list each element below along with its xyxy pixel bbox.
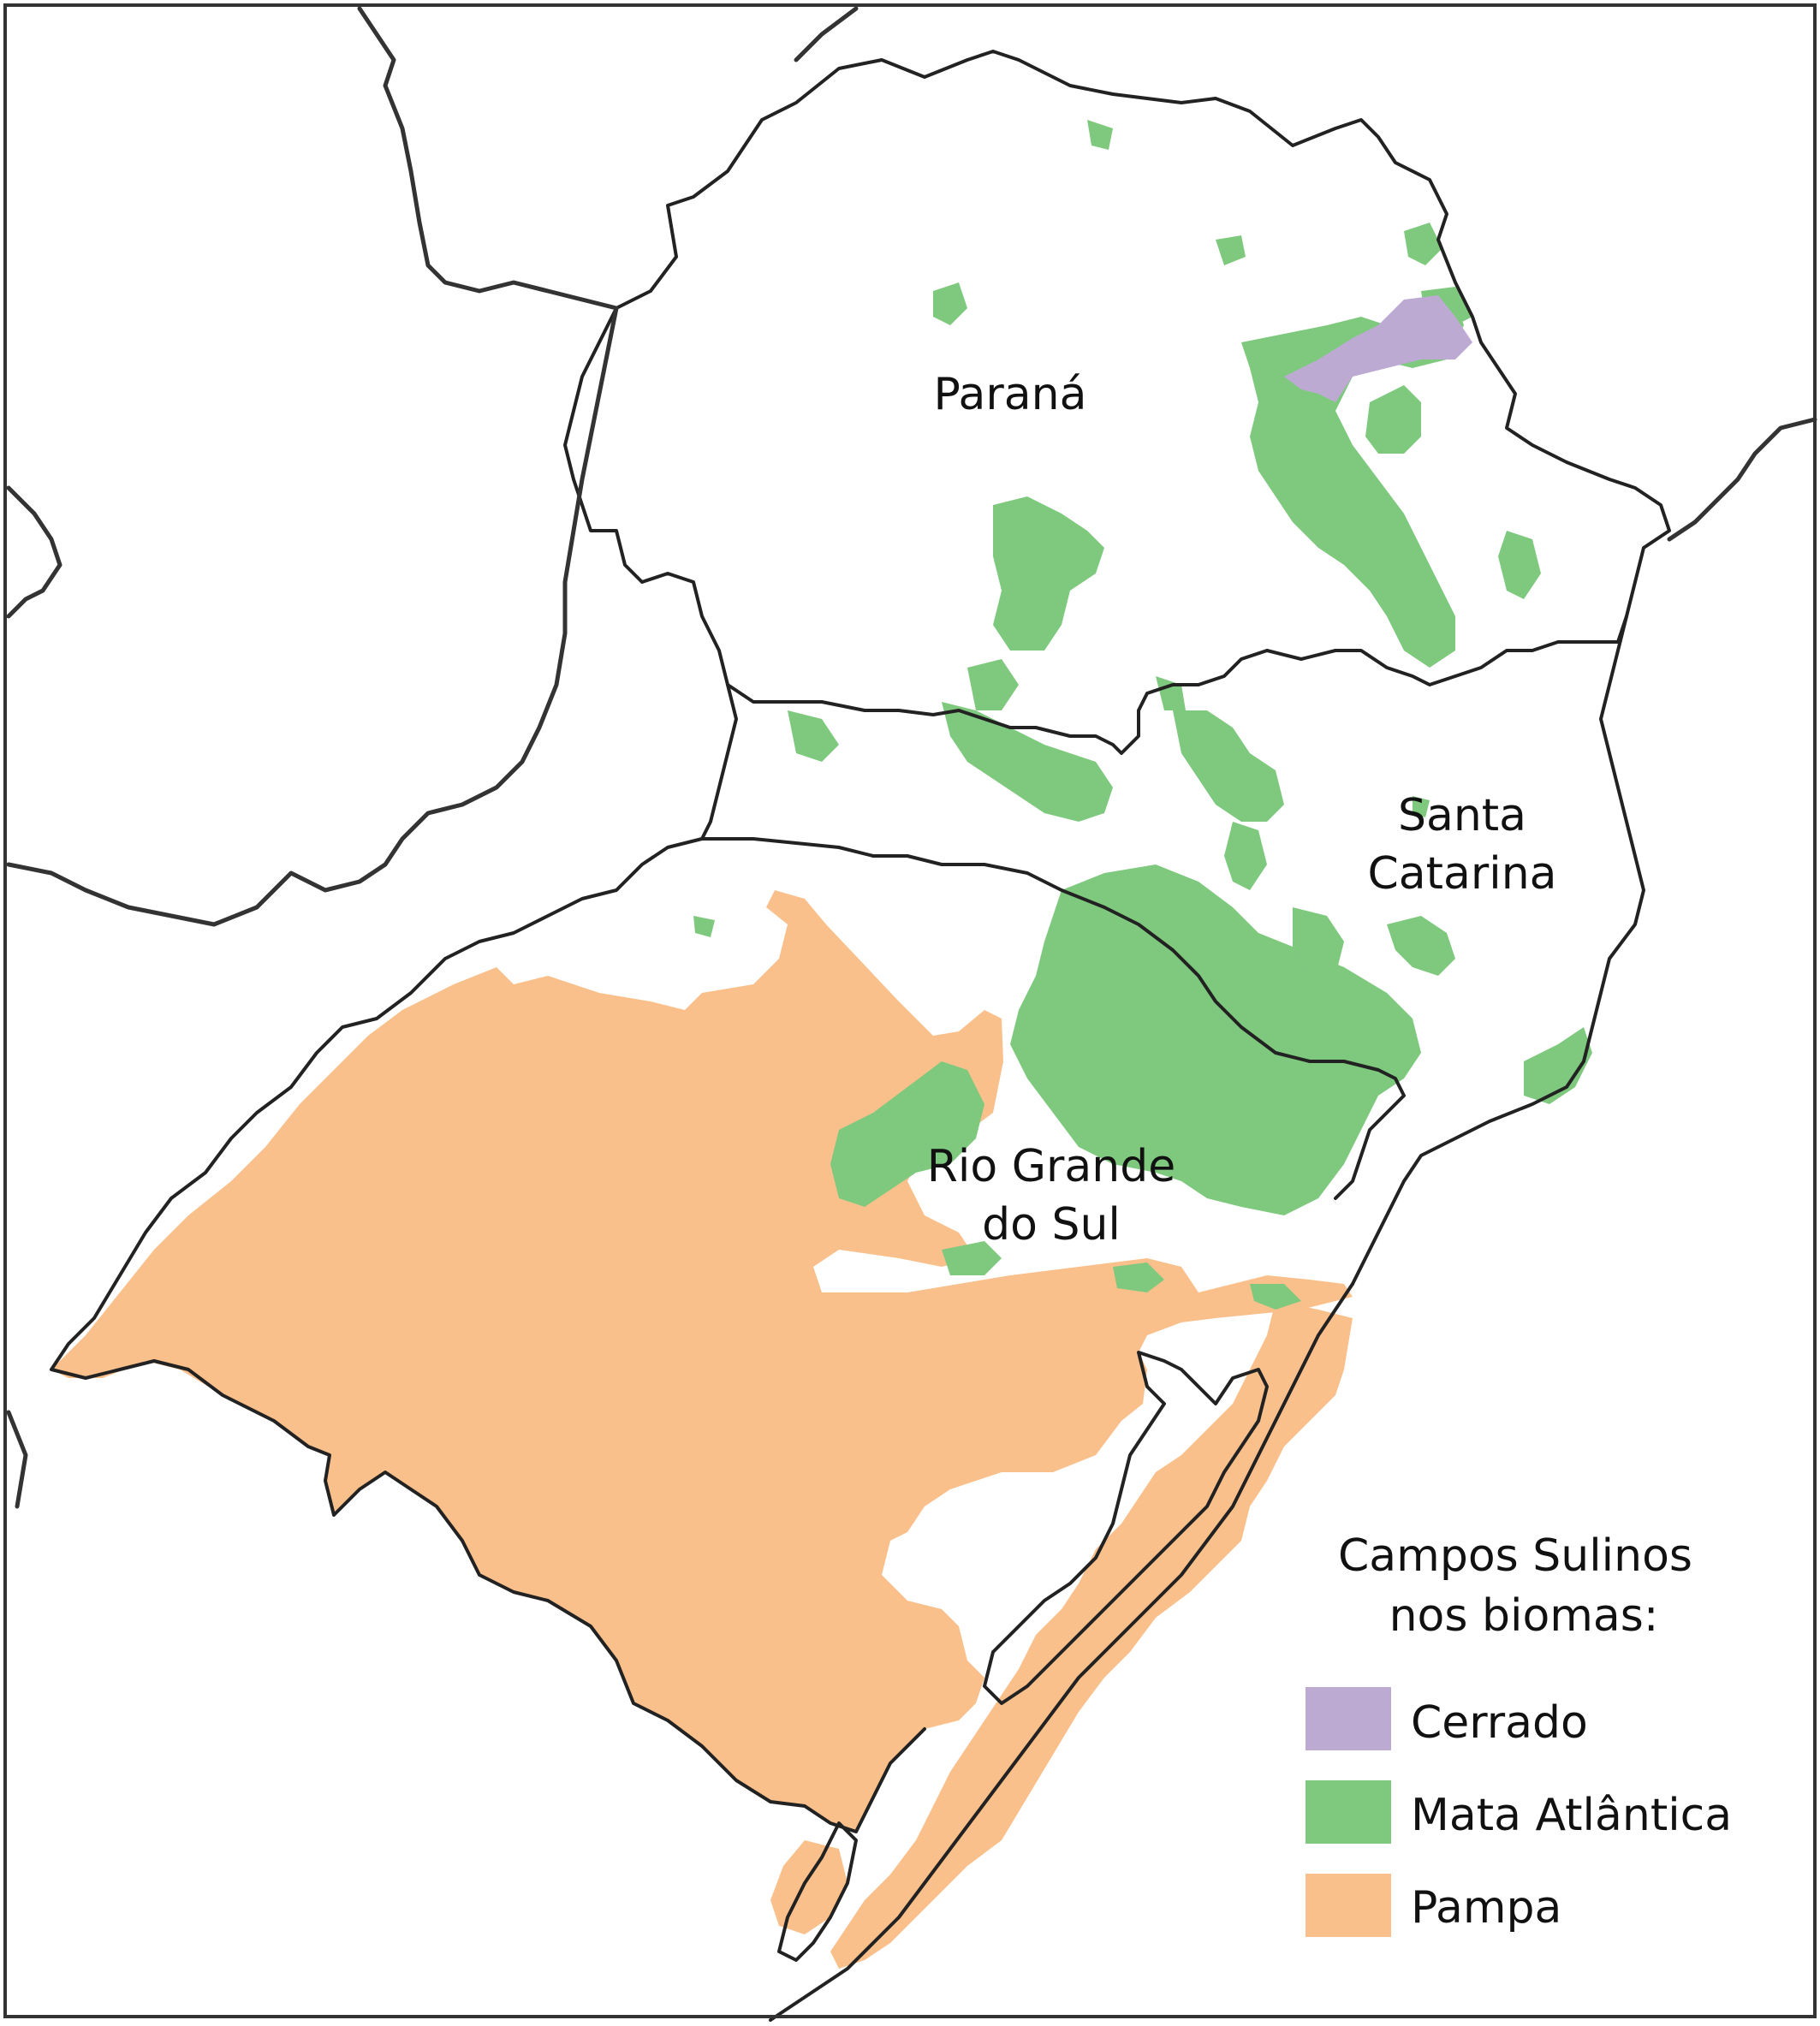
cerrado-region <box>1284 295 1472 402</box>
mata-atlantica-region <box>1387 916 1455 976</box>
state-borders <box>50 50 1671 2022</box>
paraguay-argentina-border <box>357 6 619 311</box>
mata-atlantica-region <box>1365 385 1421 454</box>
state-label-rio-grande-do-sul-line1: Rio Grande <box>927 1141 1175 1192</box>
pampa-region <box>830 1301 1353 1969</box>
mata-atlantica-region <box>1413 796 1430 817</box>
legend-label-cerrado: Cerrado <box>1411 1697 1588 1749</box>
mata-atlantica-region <box>1250 1284 1301 1310</box>
mata-atlantica-region <box>967 659 1019 710</box>
mata-atlantica-region <box>830 1061 984 1207</box>
country-borders <box>6 6 1817 1509</box>
east-coast-border <box>1667 417 1817 542</box>
legend-swatch-pampa <box>1306 1874 1391 1937</box>
mata-atlantica-region <box>1173 710 1284 822</box>
state-label-parana: Paraná <box>934 369 1087 420</box>
mata-atlantica-region <box>693 916 715 937</box>
argentina-border-west <box>6 306 619 927</box>
mata-atlantica-region <box>1241 300 1464 668</box>
map-frame <box>3 3 1817 2018</box>
mata-atlantica-region <box>1524 1027 1592 1104</box>
mata-atlantica-region <box>1404 223 1442 265</box>
mata-atlantica-region <box>993 496 1104 651</box>
mata-atlantica-region <box>788 710 839 762</box>
lagoa-mirim-outline <box>777 1821 858 1962</box>
mata-atlantica-region <box>1216 235 1246 265</box>
santa-catarina-coast <box>1351 615 1645 1286</box>
mata-atlantica-region <box>933 282 967 325</box>
mata-atlantica-region <box>1293 907 1344 976</box>
lagoa-dos-patos-outline <box>983 1351 1269 1705</box>
mata-atlantica-region <box>942 1241 1002 1275</box>
mata-atlantica-region <box>1113 1263 1164 1292</box>
legend-swatch-cerrado <box>1306 1687 1391 1750</box>
state-label-rio-grande-do-sul-line2: do Sul <box>982 1199 1121 1251</box>
legend-label-pampa: Pampa <box>1411 1882 1561 1934</box>
rio-grande-do-sul-border <box>50 837 926 1833</box>
legend: Campos Sulinos nos biomas: Cerrado Mata … <box>1306 1530 1732 1937</box>
legend-title-line2: nos biomas: <box>1389 1590 1659 1642</box>
mata-atlantica-region <box>1156 676 1186 710</box>
sc-rs-border <box>700 683 1406 1200</box>
legend-label-mata-atlantica: Mata Atlântica <box>1411 1790 1732 1841</box>
west-country-border <box>6 485 62 619</box>
legend-swatch-mata-atlantica <box>1306 1780 1391 1844</box>
state-label-santa-catarina-line2: Catarina <box>1367 848 1556 900</box>
uruguay-border <box>6 1410 28 1509</box>
legend-title-line1: Campos Sulinos <box>1338 1530 1692 1582</box>
mata-atlantica-region <box>1224 822 1267 890</box>
mata-atlantica-region <box>1087 120 1113 150</box>
state-label-santa-catarina-line1: Santa <box>1398 790 1526 841</box>
rio-grande-do-sul-coast <box>769 1282 1354 2022</box>
mata-atlantica-region <box>942 702 1113 822</box>
north-border <box>794 6 859 62</box>
mata-atlantica-region <box>1498 531 1541 599</box>
pampa-region <box>51 890 1353 1832</box>
pampa-region <box>770 1840 848 1934</box>
mata-atlantica-region <box>1010 864 1421 1215</box>
parana-border <box>563 50 1671 755</box>
